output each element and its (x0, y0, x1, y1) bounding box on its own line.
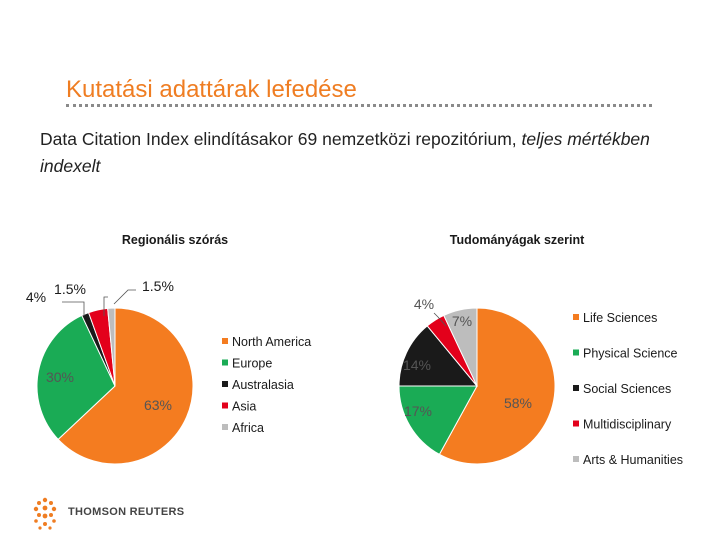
legend-label: Africa (232, 421, 264, 435)
data-label: 63% (144, 397, 172, 413)
legend-label: Europe (232, 357, 272, 371)
legend-label: Asia (232, 400, 256, 414)
data-label: 1.5% (54, 281, 86, 297)
legend-label: Life Sciences (583, 311, 657, 325)
logo-text: THOMSON REUTERS (68, 506, 185, 518)
data-label: 30% (46, 369, 74, 385)
legend-swatch (573, 456, 579, 462)
legend-swatch (573, 385, 579, 391)
data-label: 1.5% (142, 278, 174, 294)
legend-label: Physical Science (583, 347, 678, 361)
pie-slice-social-sciences (398, 325, 479, 387)
legend-swatch (222, 359, 228, 366)
legend-swatch (222, 402, 228, 409)
title-divider (66, 104, 652, 107)
logo-dots-icon (33, 497, 57, 530)
body-plain-text: Data Citation Index elindításakor 69 nem… (40, 129, 522, 149)
leader-line (62, 301, 85, 316)
pie-slice-europe (36, 314, 116, 441)
slide-body-text: Data Citation Index elindításakor 69 nem… (40, 126, 680, 180)
slide-title: Kutatási adattárak lefedése (66, 76, 357, 103)
pie-slice-africa (107, 307, 116, 387)
data-label: 4% (414, 296, 434, 312)
pie-slice-life-sciences (438, 307, 556, 465)
pie-slice-arts-humanities (443, 307, 478, 387)
leader-line (103, 296, 108, 316)
legend-swatch (222, 338, 228, 344)
legend-swatch (573, 349, 579, 356)
legend-swatch (222, 381, 228, 387)
pie-slice-physical-science (398, 385, 478, 456)
data-label: 17% (404, 403, 432, 419)
chart-title: Regionális szórás (122, 233, 228, 247)
legend-label: North America (232, 335, 311, 349)
leader-line (113, 289, 136, 305)
legend-swatch (573, 314, 579, 320)
legend-label: Arts & Humanities (583, 453, 683, 467)
legend-label: Australasia (232, 378, 294, 392)
legend-swatch (222, 424, 228, 430)
thomson-reuters-logo: THOMSON REUTERS (30, 494, 230, 534)
data-label: 7% (452, 313, 472, 329)
leader-line (433, 312, 447, 327)
data-label: 14% (403, 357, 431, 373)
data-label: 4% (26, 289, 46, 305)
pie-slice-north-america (57, 307, 194, 465)
legend-swatch (573, 420, 579, 427)
legend-label: Social Sciences (583, 382, 671, 396)
legend-label: Multidisciplinary (583, 418, 672, 432)
chart-title: Tudományágak szerint (450, 233, 585, 247)
data-label: 58% (504, 395, 532, 411)
body-emphasis-text: teljes mértékben indexelt (40, 129, 650, 176)
